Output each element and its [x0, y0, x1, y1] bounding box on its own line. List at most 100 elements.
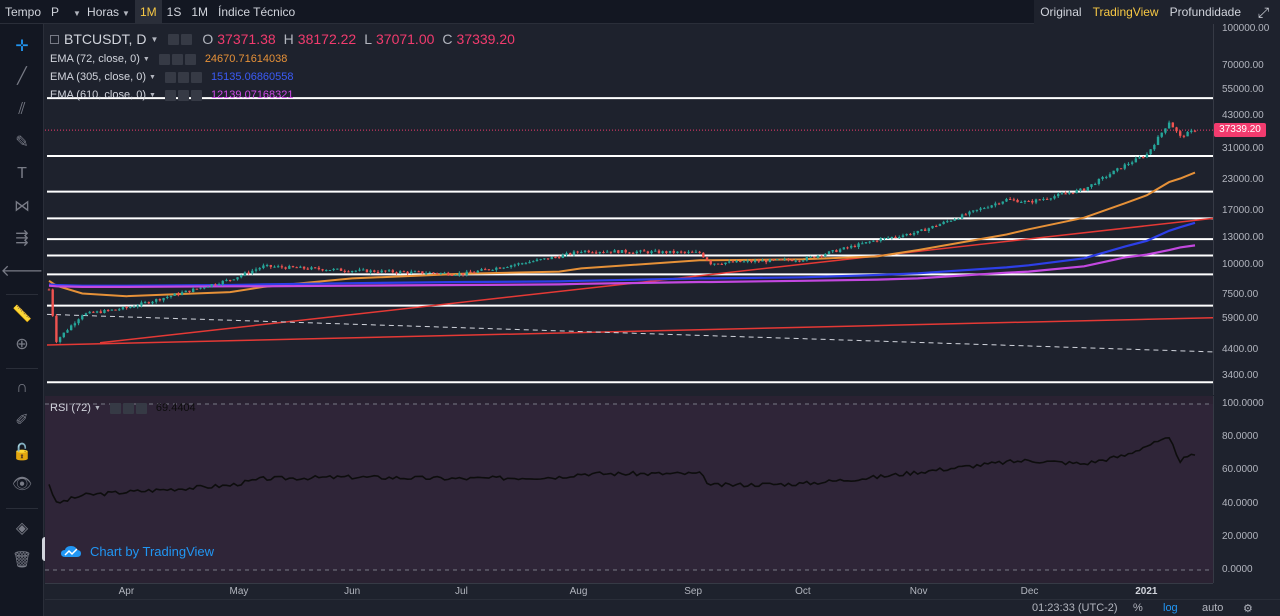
- time-axis[interactable]: Apr May Jun Jul Aug Sep Oct Nov Dec 2021: [45, 583, 1213, 599]
- gear-icon[interactable]: ⚙: [1243, 603, 1253, 615]
- fullscreen-icon[interactable]: ⤢: [1246, 0, 1280, 24]
- auto-scale-button[interactable]: auto: [1202, 602, 1224, 614]
- candle-body: [295, 267, 298, 269]
- candle-body: [683, 251, 687, 253]
- text-icon[interactable]: T: [17, 165, 27, 182]
- trendline-icon[interactable]: ╱: [17, 68, 27, 85]
- visibility-icon[interactable]: [164, 89, 176, 101]
- depth-view-button[interactable]: Profundidade: [1163, 0, 1246, 24]
- close-icon[interactable]: [190, 71, 202, 83]
- visibility-icon[interactable]: [168, 33, 180, 45]
- close-icon[interactable]: [190, 89, 202, 101]
- brush-icon[interactable]: ✎: [15, 134, 29, 151]
- candle-body: [332, 268, 335, 271]
- interval-1m-button[interactable]: 1M: [134, 0, 162, 24]
- symbol-name[interactable]: BTCUSDT, D: [64, 31, 147, 47]
- visibility-icon[interactable]: [158, 53, 170, 65]
- pattern-icon[interactable]: ⋈: [14, 198, 30, 215]
- rsi-label[interactable]: RSI (72): [50, 402, 91, 414]
- candle-body: [1108, 174, 1112, 177]
- candle-body: [672, 250, 675, 253]
- candle-body: [724, 262, 727, 265]
- settings-icon[interactable]: [177, 71, 189, 83]
- candle-body: [1182, 135, 1186, 137]
- log-scale-button[interactable]: log: [1163, 602, 1178, 614]
- candle-body: [458, 273, 461, 275]
- candle-body: [317, 267, 321, 270]
- trash-icon[interactable]: 🗑: [11, 552, 33, 569]
- chevron-down-icon[interactable]: ▼: [150, 34, 159, 44]
- chevron-down-icon[interactable]: ▼: [142, 55, 150, 63]
- candle-body: [1149, 149, 1152, 155]
- settings-icon[interactable]: [171, 53, 183, 65]
- fib-icon[interactable]: ⫽: [18, 101, 26, 118]
- rsi-pane[interactable]: [45, 396, 1213, 583]
- collapse-legend-icon[interactable]: [50, 34, 59, 44]
- percent-scale-button[interactable]: %: [1133, 602, 1143, 614]
- ema305-label[interactable]: EMA (305, close, 0): [50, 71, 146, 83]
- symbol-legend: BTCUSDT, D ▼ O 37371.38 H 38172.22 L 37071.…: [50, 31, 515, 47]
- candle-body: [591, 252, 594, 254]
- candle-body: [221, 280, 224, 285]
- back-arrow-icon[interactable]: 🡐: [0, 262, 44, 280]
- zoom-in-icon[interactable]: ⊕: [15, 336, 29, 353]
- candle-body: [362, 269, 365, 271]
- price-pane[interactable]: [45, 24, 1214, 395]
- candle-body: [528, 261, 531, 264]
- clock-readout[interactable]: 01:23:33 (UTC-2): [1032, 602, 1118, 614]
- crosshair-icon[interactable]: ✛: [15, 38, 29, 55]
- candle-body: [509, 265, 513, 268]
- visibility-icon[interactable]: [164, 71, 176, 83]
- candle-body: [1053, 196, 1056, 199]
- stay-drawing-icon[interactable]: ✐: [15, 412, 29, 429]
- ema72-label[interactable]: EMA (72, close, 0): [50, 53, 140, 65]
- interval-1mo-button[interactable]: 1M: [191, 4, 208, 19]
- eye-icon[interactable]: 👁: [11, 476, 33, 493]
- candle-body: [735, 260, 738, 263]
- price-tick-label: 3400.00: [1222, 370, 1259, 381]
- prediction-icon[interactable]: ⇶: [15, 230, 29, 247]
- candle-body: [1001, 201, 1004, 204]
- candle-body: [572, 251, 576, 255]
- candle-body: [232, 279, 236, 281]
- magnet-icon[interactable]: ∩: [16, 379, 28, 396]
- candle-body: [1130, 162, 1134, 164]
- tradingview-view-button[interactable]: TradingView: [1086, 0, 1164, 24]
- tradingview-watermark[interactable]: Chart by TradingView: [60, 544, 214, 559]
- ruler-icon[interactable]: 📏: [12, 306, 32, 323]
- chevron-down-icon[interactable]: ▼: [149, 73, 156, 81]
- candle-body: [594, 252, 598, 254]
- ema610-value: 12139.07168321: [210, 89, 294, 101]
- ema610-label[interactable]: EMA (610, close, 0): [50, 89, 146, 101]
- original-view-button[interactable]: Original: [1034, 0, 1087, 24]
- candle-body: [498, 267, 502, 269]
- candle-body: [617, 250, 620, 254]
- candle-body: [676, 251, 679, 253]
- settings-icon[interactable]: [122, 402, 134, 414]
- candle-body: [121, 307, 125, 310]
- lock-icon[interactable]: 🔓: [12, 444, 32, 461]
- close-icon[interactable]: [184, 53, 196, 65]
- chevron-down-icon[interactable]: ▼: [149, 91, 156, 99]
- candle-body: [946, 221, 949, 223]
- rsi-value: 69.4404: [155, 402, 196, 414]
- settings-icon[interactable]: [177, 89, 189, 101]
- chevron-down-icon[interactable]: ▼: [93, 404, 101, 412]
- chart-style-select[interactable]: P ▼: [46, 0, 82, 24]
- rsi-tick-label: 40.0000: [1222, 497, 1259, 509]
- settings-icon[interactable]: [181, 33, 193, 45]
- candle-body: [824, 253, 827, 257]
- technical-index-button[interactable]: Índice Técnico: [218, 4, 296, 19]
- candle-body: [886, 237, 890, 239]
- drawing-toolbar: ✛ ╱ ⫽ ✎ T ⋈ ⇶ 🡐 📏 ⊕ ∩ ✐ 🔓 👁 ◈ 🗑: [0, 24, 44, 616]
- close-key: C: [442, 31, 453, 47]
- visibility-icon[interactable]: [109, 402, 121, 414]
- candle-body: [203, 287, 206, 289]
- price-scale[interactable]: 100000.00 70000.00 55000.00 43000.00 31000.0…: [1213, 23, 1280, 395]
- rsi-scale[interactable]: 100.0000 80.0000 60.0000 40.0000 20.0000 0.00…: [1213, 396, 1280, 583]
- hours-select[interactable]: Horas ▼: [82, 0, 135, 24]
- interval-1s-button[interactable]: 1S: [166, 4, 182, 19]
- close-icon[interactable]: [135, 402, 147, 414]
- layers-icon[interactable]: ◈: [15, 520, 29, 537]
- candle-body: [620, 250, 624, 254]
